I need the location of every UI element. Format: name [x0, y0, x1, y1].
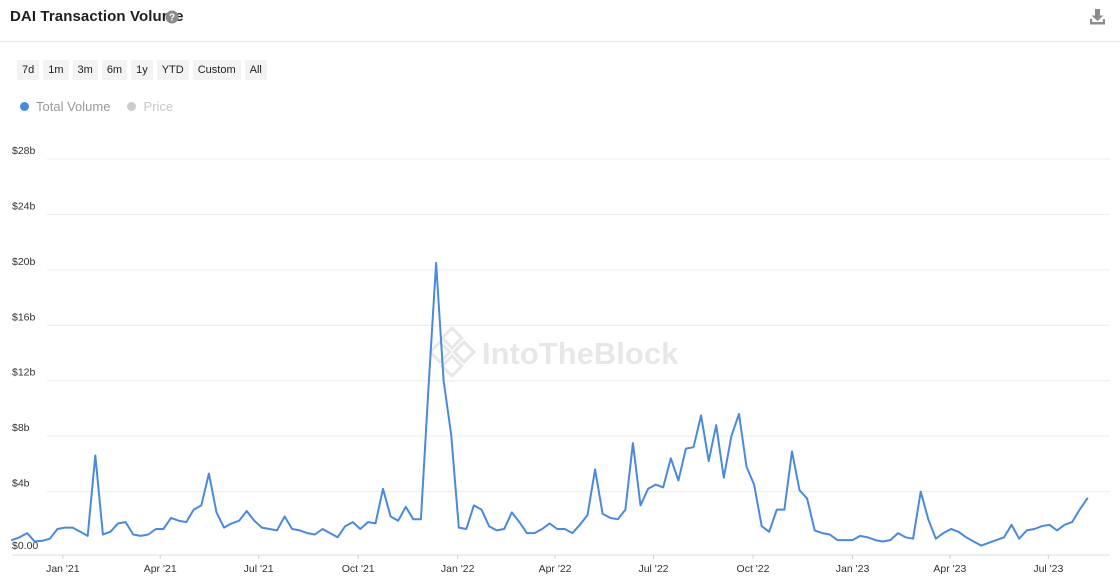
legend-marker-price [127, 102, 137, 111]
y-tick-label: $4b [12, 478, 30, 490]
x-tick-label: Jan '22 [441, 563, 475, 575]
range-button-3m[interactable]: 3m [72, 60, 98, 80]
range-button-all[interactable]: All [244, 60, 267, 80]
download-icon[interactable] [1089, 8, 1106, 25]
x-tick-label: Jul '23 [1033, 563, 1063, 575]
y-tick-label: $28b [12, 145, 36, 157]
range-selector: 7d 1m 3m 6m 1y YTD Custom All [17, 60, 267, 80]
watermark-logo-part [439, 353, 465, 379]
x-tick-label: Jan '23 [836, 563, 870, 575]
watermark-logo-part [439, 325, 465, 351]
range-button-1y[interactable]: 1y [131, 60, 153, 80]
watermark-logo-part [451, 339, 477, 365]
question-circle-icon[interactable]: ? [165, 10, 179, 24]
range-button-custom[interactable]: Custom [192, 60, 241, 80]
x-tick-label: Apr '21 [144, 563, 177, 575]
watermark: IntoTheBlock [427, 325, 679, 379]
legend-label-price: Price [143, 99, 174, 114]
watermark-logo-part [427, 339, 453, 365]
y-tick-label: $0.00 [12, 540, 38, 552]
y-tick-label: $12b [12, 367, 36, 379]
series-line-total-volume[interactable] [11, 261, 1089, 547]
range-button-6m[interactable]: 6m [101, 60, 128, 80]
y-tick-label: $24b [12, 200, 36, 212]
y-tick-label: $20b [12, 256, 36, 268]
range-button-1m[interactable]: 1m [43, 60, 69, 80]
svg-text:?: ? [169, 13, 175, 24]
chart-header: DAI Transaction Volume ? [0, 0, 1120, 42]
legend-marker-total-volume [20, 102, 29, 111]
x-tick-label: Apr '23 [933, 563, 966, 575]
range-button-7d[interactable]: 7d [17, 60, 40, 80]
chart-title: DAI Transaction Volume [10, 8, 184, 25]
watermark-text: IntoTheBlock [482, 336, 679, 371]
x-tick-label: Oct '22 [737, 563, 770, 575]
legend-item-price[interactable]: Price [127, 99, 173, 114]
legend-item-total-volume[interactable]: Total Volume [20, 99, 110, 114]
range-button-ytd[interactable]: YTD [156, 60, 189, 80]
y-tick-label: $16b [12, 311, 36, 323]
x-tick-label: Apr '22 [539, 563, 572, 575]
x-tick-label: Jan '21 [46, 563, 80, 575]
watermark-logo-icon [427, 325, 477, 379]
x-tick-label: Jul '21 [244, 563, 274, 575]
y-tick-label: $8b [12, 422, 30, 434]
x-tick-label: Oct '21 [342, 563, 375, 575]
legend-label-total-volume: Total Volume [36, 99, 111, 114]
chart-legend: Total Volume Price [20, 99, 190, 114]
x-tick-label: Jul '22 [638, 563, 668, 575]
